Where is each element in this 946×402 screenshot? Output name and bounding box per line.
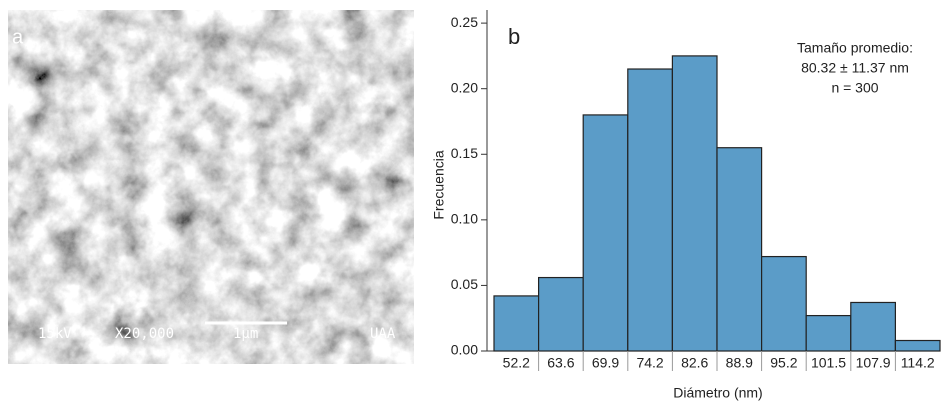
annotation: 80.32 ± 11.37 nm [801,60,909,76]
y-tick-label: 0.25 [451,14,478,30]
y-tick-label: 0.05 [451,276,478,292]
x-tick-label: 88.9 [726,355,753,371]
bar [895,341,940,351]
x-tick-label: 52.2 [503,355,530,371]
sem-institution: UAA [370,326,396,342]
x-tick-label: 114.2 [901,355,935,371]
sem-magnification: X20,000 [115,326,174,342]
sem-texture [8,10,414,364]
bar [806,316,851,351]
y-axis-label: Frecuencia [431,150,447,219]
panel-label: a [12,26,24,48]
histogram: b Tamaño promedio: 80.32 ± 11.37 nm n = … [431,10,940,401]
bar [628,69,673,351]
y-tick-label: 0.20 [451,79,478,95]
x-tick-label: 107.9 [856,355,891,371]
y-tick-label: 0.00 [451,342,478,358]
x-tick-label: 69.9 [592,355,619,371]
y-tick-label: 0.10 [451,211,478,227]
x-axis-label: Diámetro (nm) [673,385,762,401]
x-tick-label: 63.6 [547,355,574,371]
page: a 15kV X20,000 1μm UAA b Tamaño promedio… [0,0,946,402]
bar [851,302,896,351]
sem-image-panel: a 15kV X20,000 1μm UAA [8,10,414,364]
bar [583,115,628,351]
panel-label: b [508,24,520,49]
annotation: Tamaño promedio: [797,40,913,56]
figure: a 15kV X20,000 1μm UAA b Tamaño promedio… [0,0,946,402]
bar [672,56,717,351]
bar [717,148,762,351]
sem-scale: 1μm [233,326,258,342]
x-tick-label: 101.5 [811,355,846,371]
x-tick-label: 82.6 [681,355,708,371]
x-tick-label: 95.2 [770,355,797,371]
bar [539,278,584,351]
annotation: n = 300 [831,80,878,96]
sem-voltage: 15kV [38,326,72,342]
x-tick-label: 74.2 [636,355,663,371]
bar [494,296,539,351]
bar [762,257,807,351]
y-tick-label: 0.15 [451,145,478,161]
